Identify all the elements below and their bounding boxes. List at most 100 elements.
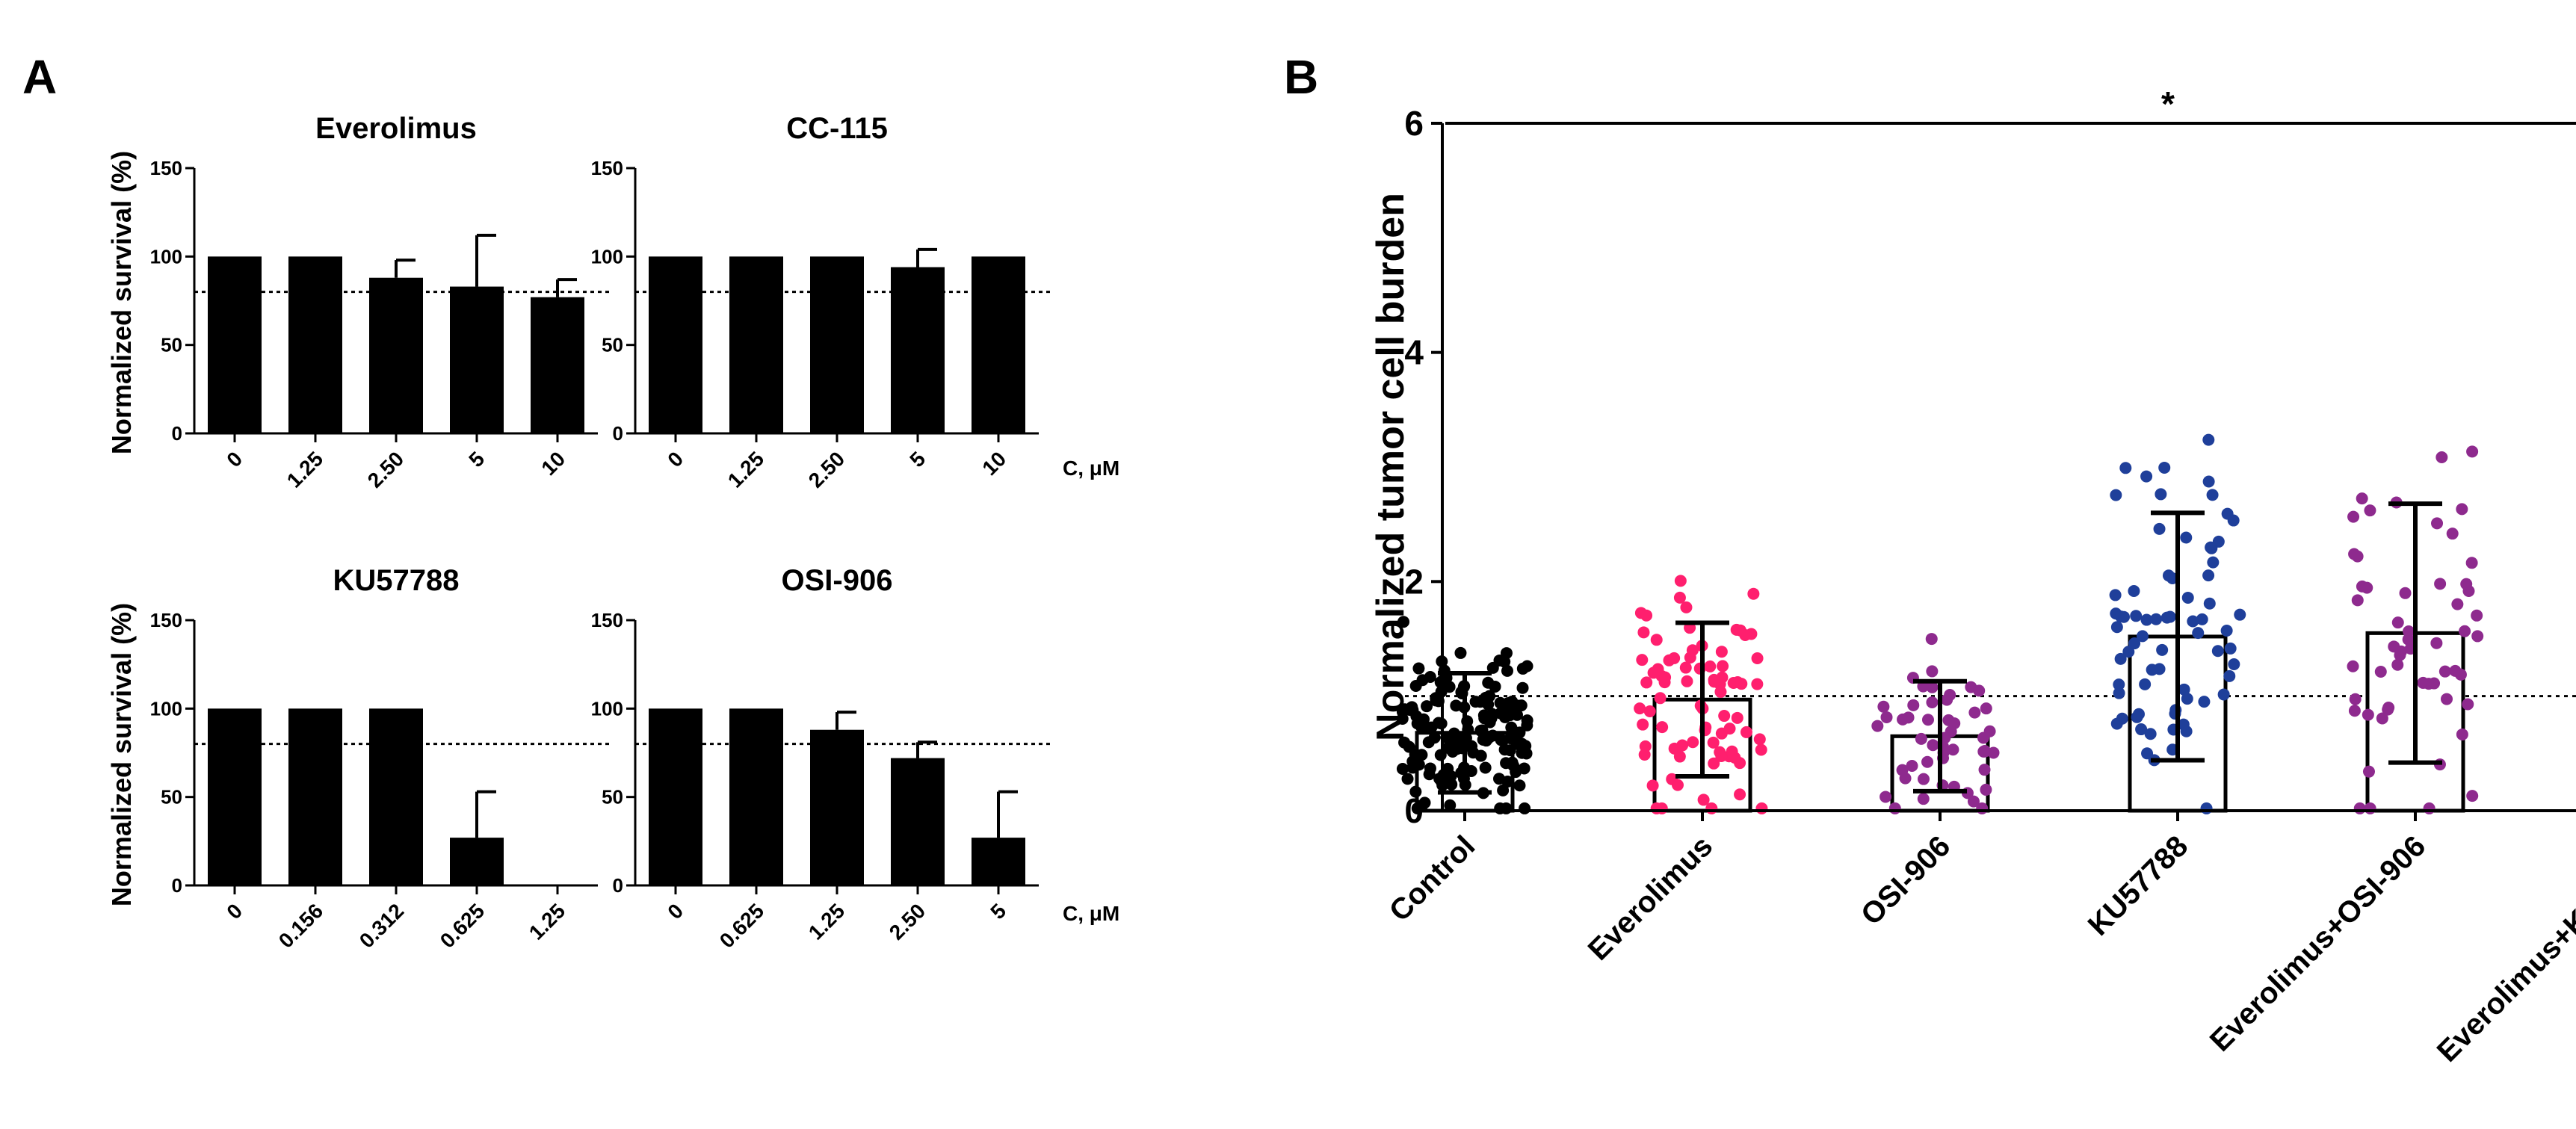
data-point — [1519, 802, 1531, 814]
y-tick-label: 0 — [1404, 791, 1424, 830]
data-point — [2110, 717, 2123, 730]
x-tick-label: OSI-906 — [1855, 829, 1956, 931]
data-point — [1634, 702, 1646, 715]
data-point — [2348, 705, 2361, 717]
data-point — [1877, 700, 1890, 713]
data-point — [1681, 675, 1693, 687]
data-point — [1687, 736, 1699, 749]
x-tick-label: 2.50 — [804, 447, 849, 492]
data-point — [2376, 712, 2388, 725]
y-tick-label: 100 — [150, 697, 182, 720]
data-point — [2192, 627, 2205, 640]
x-tick-label: 0 — [222, 447, 247, 471]
data-point — [2202, 475, 2215, 488]
data-point — [1715, 646, 1728, 658]
data-point — [1708, 673, 1720, 686]
data-point — [2224, 642, 2237, 655]
data-point — [2136, 630, 2149, 643]
data-point — [2220, 624, 2233, 637]
data-point — [1745, 628, 1758, 640]
data-point — [1704, 660, 1717, 672]
data-point — [1415, 749, 1428, 761]
data-point — [2113, 687, 2125, 699]
data-point — [1751, 652, 1764, 664]
y-tick-label: 100 — [591, 245, 623, 267]
x-tick-label: 1.25 — [723, 447, 768, 492]
data-point — [1921, 714, 1934, 726]
bar — [729, 256, 783, 433]
data-point — [2417, 676, 2430, 689]
ku57788-chart: KU57788 0 50 100 150 0 0.156 0.312 0.625 1.25 — [150, 564, 613, 953]
data-point — [1424, 762, 1436, 775]
bar — [649, 256, 702, 433]
data-point — [1902, 711, 1915, 724]
everolimus-chart: Everolimus 0 50 100 150 0 1.25 2.50 5 10 — [150, 112, 613, 492]
bar — [288, 708, 342, 885]
data-point — [2211, 645, 2224, 658]
data-point — [1637, 718, 1649, 731]
data-point — [1734, 788, 1746, 801]
x-tick-label: 10 — [537, 447, 569, 480]
data-point — [1708, 757, 1720, 770]
data-point — [1486, 729, 1499, 742]
x-tick-label: 5 — [905, 447, 930, 471]
data-point — [2374, 665, 2387, 678]
data-point — [1652, 663, 1664, 675]
y-tick-label: 100 — [150, 245, 182, 267]
bar — [972, 838, 1025, 885]
x-tick-label: 0 — [663, 899, 688, 924]
data-point — [1655, 802, 1668, 814]
data-point — [1396, 762, 1409, 775]
data-point — [2465, 557, 2478, 569]
x-tick-label: 5 — [986, 899, 1010, 924]
y-tick-label: 0 — [172, 422, 182, 445]
data-point — [1680, 601, 1693, 613]
data-point — [2217, 688, 2230, 701]
data-point — [2198, 696, 2211, 708]
x-tick-label: Everolimus+KU57788 — [2431, 829, 2576, 1068]
data-point — [1479, 691, 1492, 704]
data-point — [2187, 615, 2199, 628]
data-point — [1968, 706, 1981, 719]
data-point — [1513, 779, 1526, 792]
data-point — [1668, 652, 1681, 664]
data-point — [1686, 644, 1699, 657]
data-point — [1501, 664, 1513, 677]
data-point — [1676, 739, 1689, 752]
data-point — [1485, 712, 1498, 725]
data-point — [1927, 739, 1939, 752]
data-point — [1967, 795, 1980, 808]
data-point — [2436, 451, 2448, 464]
data-point — [1503, 698, 1516, 711]
y-tick-label: 150 — [591, 609, 623, 631]
data-point — [1717, 660, 1729, 672]
data-point — [1921, 755, 1934, 768]
data-point — [2140, 613, 2153, 626]
data-point — [2135, 723, 2148, 736]
data-point — [2155, 488, 2167, 501]
data-point — [1707, 736, 1720, 749]
data-point — [2207, 556, 2220, 569]
data-point — [1442, 762, 1454, 775]
data-point — [1486, 661, 1499, 674]
data-point — [2361, 581, 2373, 594]
data-point — [2382, 703, 2394, 716]
data-point — [1980, 783, 1992, 796]
data-point — [1734, 624, 1746, 637]
data-point — [1747, 587, 1760, 600]
y-tick-label: 100 — [591, 697, 623, 720]
data-point — [1671, 779, 1684, 791]
y-tick-label: 6 — [1404, 104, 1424, 143]
data-point — [2466, 790, 2479, 802]
data-point — [2206, 489, 2219, 501]
data-point — [2130, 610, 2143, 622]
data-point — [2431, 517, 2444, 530]
data-point — [1479, 761, 1492, 774]
bar — [810, 729, 864, 885]
y-tick-label: 150 — [150, 609, 182, 631]
data-point — [2109, 589, 2122, 601]
data-point — [2205, 541, 2217, 554]
data-point — [2110, 489, 2122, 501]
data-point — [1500, 757, 1513, 770]
x-tick-label: 1.25 — [804, 899, 849, 944]
